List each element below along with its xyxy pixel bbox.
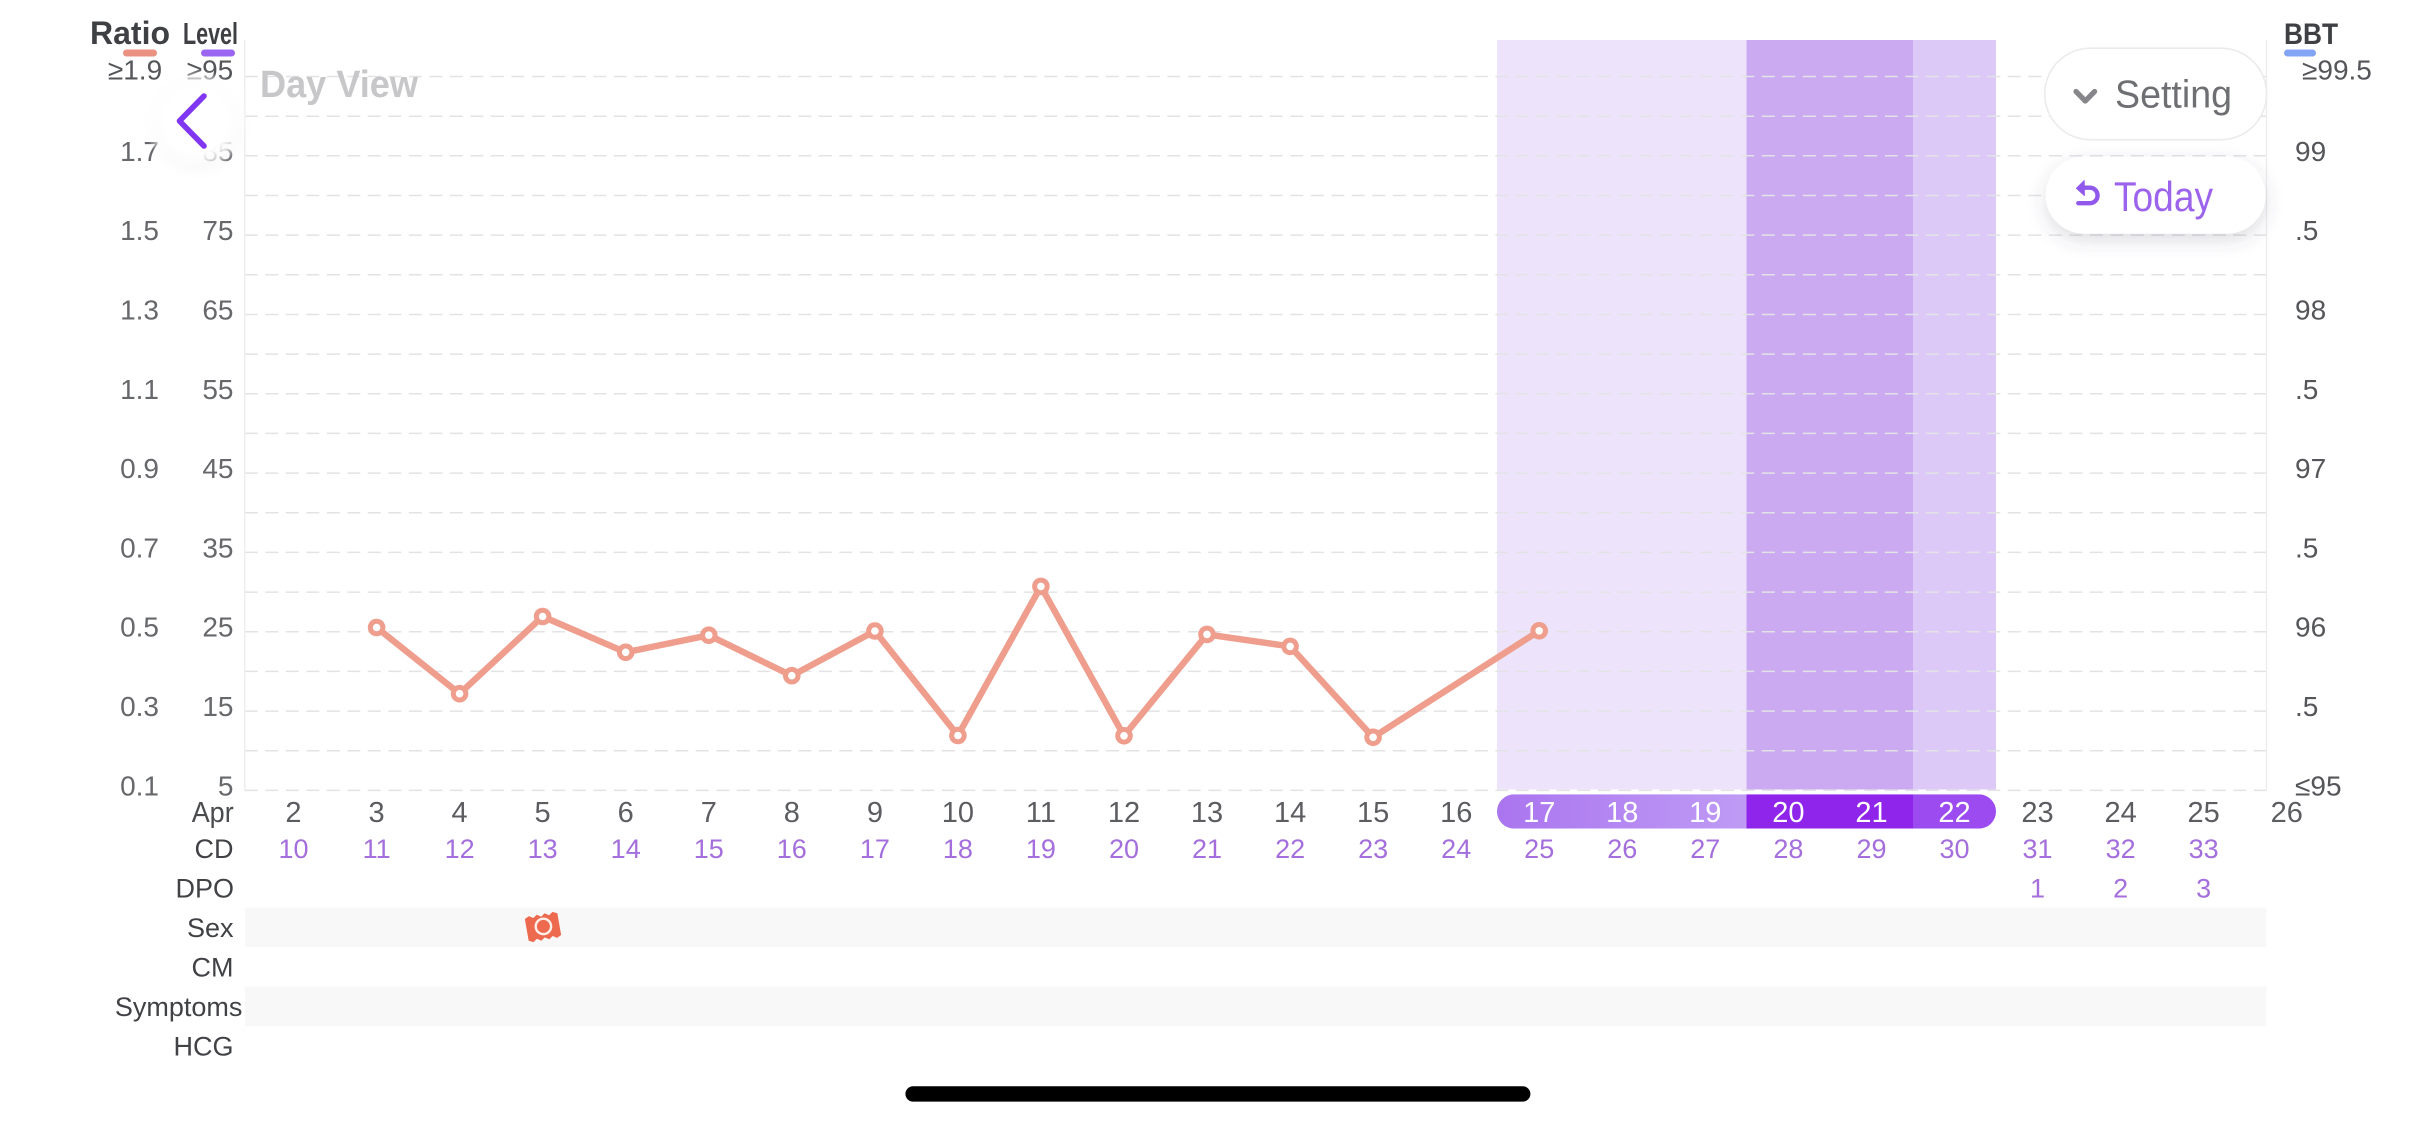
svg-text:14: 14 [1274, 797, 1306, 829]
svg-text:35: 35 [202, 532, 233, 563]
svg-text:98: 98 [2295, 295, 2326, 326]
svg-text:CD: CD [195, 834, 234, 864]
svg-text:11: 11 [1026, 797, 1056, 829]
svg-text:HCG: HCG [174, 1032, 234, 1062]
svg-text:0.5: 0.5 [120, 612, 159, 643]
svg-text:16: 16 [1440, 797, 1472, 829]
svg-text:24: 24 [1441, 834, 1471, 864]
svg-text:5: 5 [535, 797, 551, 829]
svg-text:2: 2 [2113, 874, 2128, 904]
svg-text:3: 3 [2196, 874, 2211, 904]
svg-text:25: 25 [2187, 797, 2219, 829]
svg-text:65: 65 [202, 295, 233, 326]
svg-text:15: 15 [1357, 797, 1389, 829]
svg-text:19: 19 [1026, 834, 1056, 864]
svg-text:1: 1 [2030, 874, 2045, 904]
svg-text:28: 28 [1773, 834, 1803, 864]
svg-text:23: 23 [2021, 797, 2053, 829]
svg-text:≥1.9: ≥1.9 [108, 55, 162, 86]
svg-text:≥99.5: ≥99.5 [2302, 55, 2372, 86]
svg-text:25: 25 [1524, 834, 1554, 864]
svg-text:Level: Level [183, 16, 238, 51]
svg-text:12: 12 [445, 834, 475, 864]
svg-text:10: 10 [278, 834, 308, 864]
svg-text:19: 19 [1689, 797, 1721, 829]
svg-text:21: 21 [1855, 797, 1887, 829]
svg-text:23: 23 [1358, 834, 1388, 864]
svg-text:Today: Today [2114, 173, 2213, 220]
svg-text:25: 25 [202, 612, 233, 643]
svg-text:.5: .5 [2295, 691, 2318, 722]
svg-text:13: 13 [528, 834, 558, 864]
svg-text:Apr: Apr [192, 797, 234, 829]
svg-text:1.1: 1.1 [120, 374, 159, 405]
svg-text:33: 33 [2189, 834, 2219, 864]
svg-text:13: 13 [1191, 797, 1223, 829]
svg-text:0.1: 0.1 [120, 770, 159, 801]
svg-text:9: 9 [867, 797, 883, 829]
svg-text:75: 75 [202, 215, 233, 246]
svg-text:15: 15 [202, 691, 233, 722]
svg-text:16: 16 [777, 834, 807, 864]
svg-text:31: 31 [2022, 834, 2052, 864]
svg-text:.5: .5 [2295, 374, 2318, 405]
svg-text:0.3: 0.3 [120, 691, 159, 722]
svg-text:20: 20 [1109, 834, 1139, 864]
svg-text:1.3: 1.3 [120, 295, 159, 326]
svg-text:99: 99 [2295, 136, 2326, 167]
svg-text:5: 5 [218, 770, 234, 801]
svg-text:20: 20 [1772, 797, 1804, 829]
svg-text:18: 18 [1606, 797, 1638, 829]
svg-text:4: 4 [452, 797, 468, 829]
svg-text:CM: CM [192, 953, 234, 983]
svg-text:22: 22 [1938, 797, 1970, 829]
svg-text:6: 6 [618, 797, 634, 829]
svg-text:12: 12 [1108, 797, 1140, 829]
svg-text:55: 55 [202, 374, 233, 405]
svg-text:0.9: 0.9 [120, 453, 159, 484]
svg-text:BBT: BBT [2284, 18, 2338, 51]
svg-text:22: 22 [1275, 834, 1305, 864]
svg-text:26: 26 [1607, 834, 1637, 864]
svg-text:≤95: ≤95 [2295, 770, 2342, 801]
svg-text:.5: .5 [2295, 532, 2318, 563]
svg-text:Ratio: Ratio [90, 15, 170, 51]
svg-text:45: 45 [202, 453, 233, 484]
svg-text:18: 18 [943, 834, 973, 864]
svg-text:29: 29 [1856, 834, 1886, 864]
svg-text:8: 8 [784, 797, 800, 829]
svg-text:DPO: DPO [175, 874, 234, 904]
svg-text:Setting: Setting [2115, 74, 2232, 117]
svg-text:7: 7 [701, 797, 717, 829]
svg-text:3: 3 [369, 797, 385, 829]
svg-text:Sex: Sex [187, 913, 234, 943]
svg-text:2: 2 [285, 797, 301, 829]
svg-text:10: 10 [942, 797, 974, 829]
svg-text:96: 96 [2295, 612, 2326, 643]
svg-text:17: 17 [860, 834, 890, 864]
svg-text:15: 15 [694, 834, 724, 864]
svg-text:24: 24 [2104, 797, 2136, 829]
svg-text:.5: .5 [2295, 215, 2318, 246]
svg-text:97: 97 [2295, 453, 2326, 484]
svg-text:0.7: 0.7 [120, 532, 159, 563]
svg-text:Day View: Day View [260, 64, 418, 106]
svg-text:21: 21 [1192, 834, 1222, 864]
svg-text:Symptoms: Symptoms [115, 992, 243, 1022]
svg-text:27: 27 [1690, 834, 1720, 864]
svg-text:14: 14 [611, 834, 641, 864]
svg-text:1.5: 1.5 [120, 215, 159, 246]
svg-text:26: 26 [2271, 797, 2303, 829]
svg-text:11: 11 [363, 834, 391, 864]
svg-text:17: 17 [1523, 797, 1555, 829]
svg-text:30: 30 [1939, 834, 1969, 864]
svg-text:32: 32 [2106, 834, 2136, 864]
